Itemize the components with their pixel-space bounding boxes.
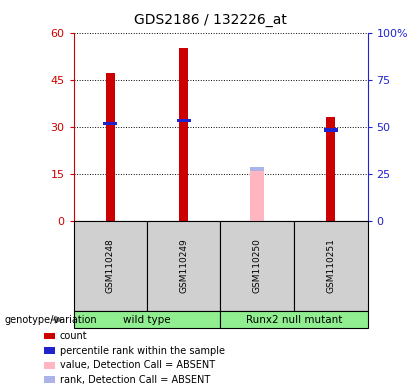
Bar [250, 167, 264, 221]
Text: genotype/variation: genotype/variation [4, 314, 97, 325]
Text: percentile rank within the sample: percentile rank within the sample [60, 346, 225, 356]
Text: GSM110251: GSM110251 [326, 238, 335, 293]
Bar [177, 119, 191, 122]
Text: Runx2 null mutant: Runx2 null mutant [246, 314, 342, 325]
Text: GDS2186 / 132226_at: GDS2186 / 132226_at [134, 13, 286, 27]
Text: GSM110250: GSM110250 [253, 238, 262, 293]
Text: count: count [60, 331, 87, 341]
Bar [324, 128, 338, 132]
Bar [103, 122, 117, 126]
Text: rank, Detection Call = ABSENT: rank, Detection Call = ABSENT [60, 375, 210, 384]
Bar [250, 167, 264, 171]
Text: wild type: wild type [123, 314, 171, 325]
Bar [326, 118, 335, 221]
Text: GSM110248: GSM110248 [106, 238, 115, 293]
Text: GSM110249: GSM110249 [179, 238, 188, 293]
Bar [106, 73, 115, 221]
Text: value, Detection Call = ABSENT: value, Detection Call = ABSENT [60, 360, 215, 370]
Bar [179, 48, 188, 221]
